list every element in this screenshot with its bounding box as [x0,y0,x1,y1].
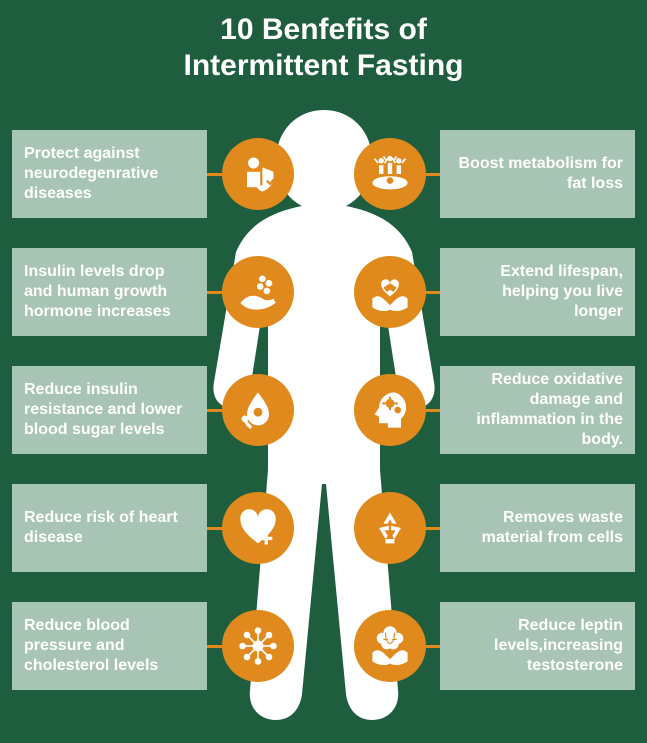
molecule-icon [222,610,294,682]
benefit-text: Extend lifespan, helping you live longer [452,262,623,322]
scale-people-icon [354,138,426,210]
benefit-text: Reduce risk of heart disease [24,508,195,548]
benefit-text: Insulin levels drop and human growth hor… [24,262,195,322]
benefit-text: Reduce insulin resistance and lower bloo… [24,380,195,440]
benefit-box-left-1: Insulin levels drop and human growth hor… [12,248,207,336]
benefit-text: Reduce oxidative damage and inflammation… [452,370,623,450]
benefit-box-left-0: Protect against neurodegenrative disease… [12,130,207,218]
benefit-box-left-3: Reduce risk of heart disease [12,484,207,572]
title-line-2: Intermittent Fasting [0,48,647,84]
hands-brain-icon [354,610,426,682]
benefit-box-right-1: Extend lifespan, helping you live longer [440,248,635,336]
title-line-1: 10 Benfefits of [0,12,647,48]
page-title: 10 Benfefits of Intermittent Fasting [0,0,647,84]
recycle-icon [354,492,426,564]
heart-plus-icon [222,492,294,564]
benefit-text: Boost metabolism for fat loss [452,154,623,194]
hands-heart-icon [354,256,426,328]
benefit-box-right-2: Reduce oxidative damage and inflammation… [440,366,635,454]
benefit-text: Protect against neurodegenrative disease… [24,144,195,204]
hand-dots-icon [222,256,294,328]
benefit-text: Reduce leptin levels,increasing testoste… [452,616,623,676]
benefit-box-right-0: Boost metabolism for fat loss [440,130,635,218]
benefit-box-right-4: Reduce leptin levels,increasing testoste… [440,602,635,690]
benefit-text: Removes waste material from cells [452,508,623,548]
benefit-text: Reduce blood pressure and cholesterol le… [24,616,195,676]
blood-drop-icon [222,374,294,446]
head-gears-icon [354,374,426,446]
shield-person-icon [222,138,294,210]
benefit-box-right-3: Removes waste material from cells [440,484,635,572]
benefit-box-left-2: Reduce insulin resistance and lower bloo… [12,366,207,454]
benefit-box-left-4: Reduce blood pressure and cholesterol le… [12,602,207,690]
